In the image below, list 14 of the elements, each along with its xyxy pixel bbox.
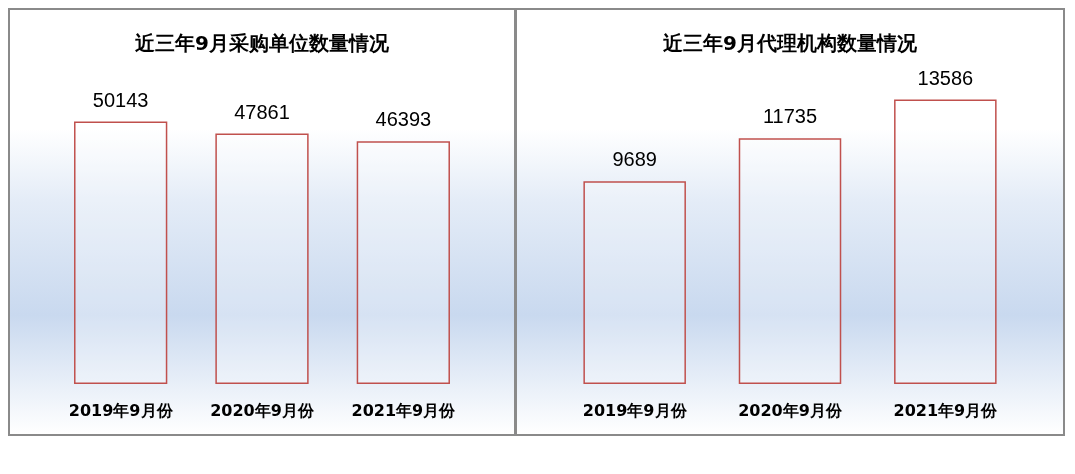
- chart-title: 近三年9月代理机构数量情况: [662, 31, 918, 55]
- x-tick-label: 2020年9月份: [210, 400, 315, 420]
- data-label: 11735: [762, 105, 818, 128]
- x-tick-label: 2020年9月份: [738, 400, 843, 420]
- x-tick-label: 2019年9月份: [68, 400, 174, 420]
- data-label: 47861: [234, 100, 290, 123]
- x-tick-label: 2019年9月份: [582, 400, 688, 420]
- data-label: 9689: [612, 148, 657, 171]
- x-tick-label: 2021年9月份: [893, 400, 999, 420]
- data-label: 13586: [917, 66, 974, 89]
- data-label: 46393: [375, 108, 432, 131]
- chart-title: 近三年9月采购单位数量情况: [134, 31, 390, 55]
- data-label: 50143: [92, 88, 149, 111]
- x-tick-label: 2021年9月份: [351, 400, 457, 420]
